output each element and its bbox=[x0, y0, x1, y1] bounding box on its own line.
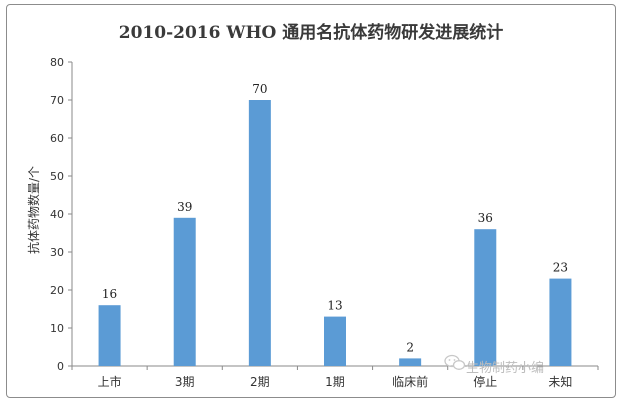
data-label: 70 bbox=[252, 82, 267, 96]
y-axis-ticks: 0 10 20 30 40 50 60 70 80 bbox=[50, 56, 72, 373]
watermark-text: 生物制药小编 bbox=[466, 361, 544, 376]
x-tick-label: 上市 bbox=[98, 374, 122, 389]
x-tick-label: 未知 bbox=[548, 375, 572, 389]
bars-group: 16 39 70 13 2 36 23 bbox=[98, 82, 572, 366]
bar-4 bbox=[399, 358, 422, 366]
y-tick-label: 60 bbox=[50, 132, 64, 145]
y-tick-label: 70 bbox=[50, 94, 64, 107]
data-label: 16 bbox=[102, 287, 117, 301]
y-tick-label: 10 bbox=[50, 322, 64, 335]
y-tick-label: 30 bbox=[50, 246, 64, 259]
y-tick-label: 50 bbox=[50, 170, 64, 183]
x-tick-label: 3期 bbox=[175, 375, 195, 389]
y-axis-label: 抗体药物数量/个 bbox=[26, 166, 41, 254]
y-tick-label: 20 bbox=[50, 284, 64, 297]
data-label: 23 bbox=[553, 261, 568, 275]
y-tick-label: 40 bbox=[50, 208, 64, 221]
bar-1 bbox=[173, 217, 196, 366]
y-tick-label: 80 bbox=[50, 56, 64, 69]
x-tick-label: 2期 bbox=[250, 375, 270, 389]
x-tick-label: 停止 bbox=[473, 374, 497, 389]
bar-6 bbox=[549, 278, 572, 366]
bar-3 bbox=[324, 316, 346, 366]
data-label: 2 bbox=[406, 340, 414, 354]
bar-2 bbox=[248, 100, 271, 366]
bar-0 bbox=[98, 305, 121, 366]
chart-title: 2010-2016 WHO 通用名抗体药物研发进展统计 bbox=[119, 22, 503, 43]
x-axis-ticks: 上市 3期 2期 1期 临床前 停止 未知 bbox=[71, 366, 599, 389]
x-tick-label: 1期 bbox=[325, 375, 345, 389]
data-label: 36 bbox=[478, 211, 493, 225]
y-tick-label: 0 bbox=[57, 360, 64, 373]
data-label: 39 bbox=[177, 200, 192, 214]
wechat-icon bbox=[444, 354, 466, 370]
bar-5 bbox=[474, 229, 497, 366]
x-tick-label: 临床前 bbox=[392, 374, 428, 389]
data-label: 13 bbox=[327, 299, 342, 313]
watermark: 生物制药小编 bbox=[444, 354, 544, 376]
